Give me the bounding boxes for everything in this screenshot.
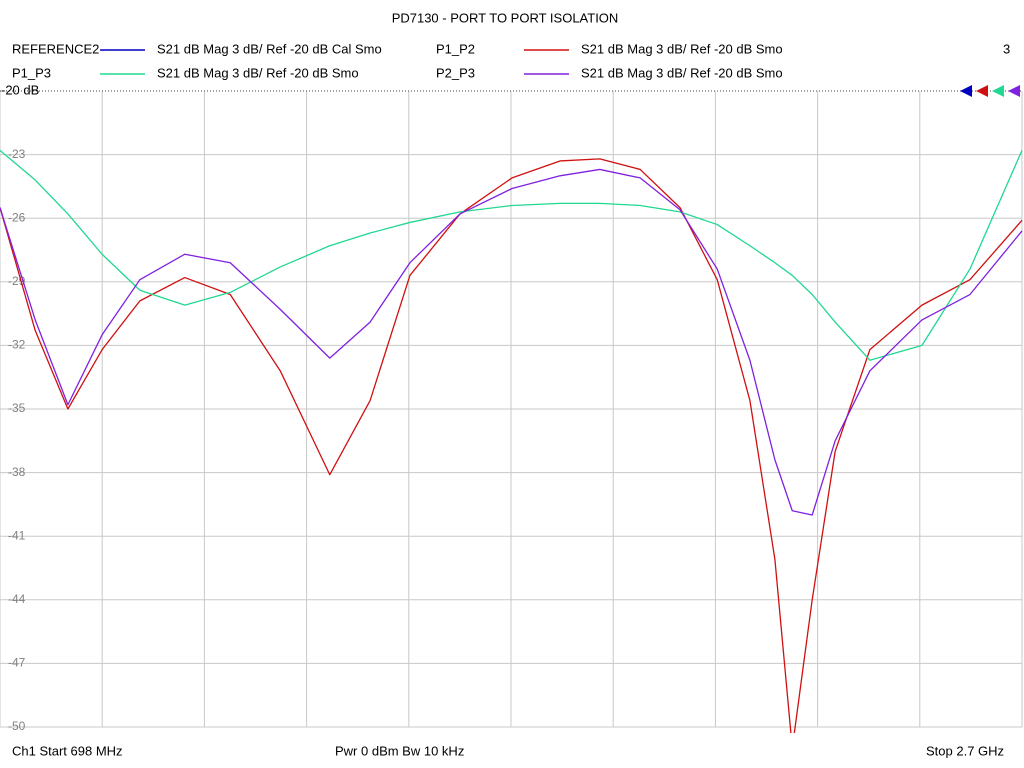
chart-title: PD7130 - PORT TO PORT ISOLATION [392,10,619,25]
y-tick-label: -38 [8,465,26,479]
reference-marker [992,85,1004,97]
y-tick-label: -20 dB [1,82,39,97]
legend-name: P1_P3 [12,65,51,80]
trace [0,168,1023,516]
annotation: 3 [1003,41,1010,56]
y-tick-label: -47 [8,656,26,670]
reference-marker [976,85,988,97]
plot-area [0,149,1023,733]
y-tick-label: -26 [8,210,26,224]
legend-name: P2_P3 [436,65,475,80]
legend-label: S21 dB Mag 3 dB/ Ref -20 dB Smo [581,41,783,56]
legend-label: S21 dB Mag 3 dB/ Ref -20 dB Cal Smo [157,41,382,56]
trace [0,149,1023,361]
legend-label: S21 dB Mag 3 dB/ Ref -20 dB Smo [581,65,783,80]
y-tick-label: -50 [8,719,26,733]
y-tick-label: -32 [8,338,26,352]
y-tick-label: -44 [8,592,26,606]
y-tick-label: -23 [8,147,26,161]
trace [0,158,1023,733]
footer-power: Pwr 0 dBm Bw 10 kHz [335,743,464,758]
y-tick-label: -41 [8,528,26,542]
reference-marker [1008,85,1020,97]
legend-label: S21 dB Mag 3 dB/ Ref -20 dB Smo [157,65,359,80]
legend-name: P1_P2 [436,41,475,56]
legend-name: REFERENCE2 [12,41,99,56]
reference-marker [960,85,972,97]
y-tick-label: -35 [8,401,26,415]
footer-stop: Stop 2.7 GHz [926,743,1004,758]
footer-start: Ch1 Start 698 MHz [12,743,123,758]
